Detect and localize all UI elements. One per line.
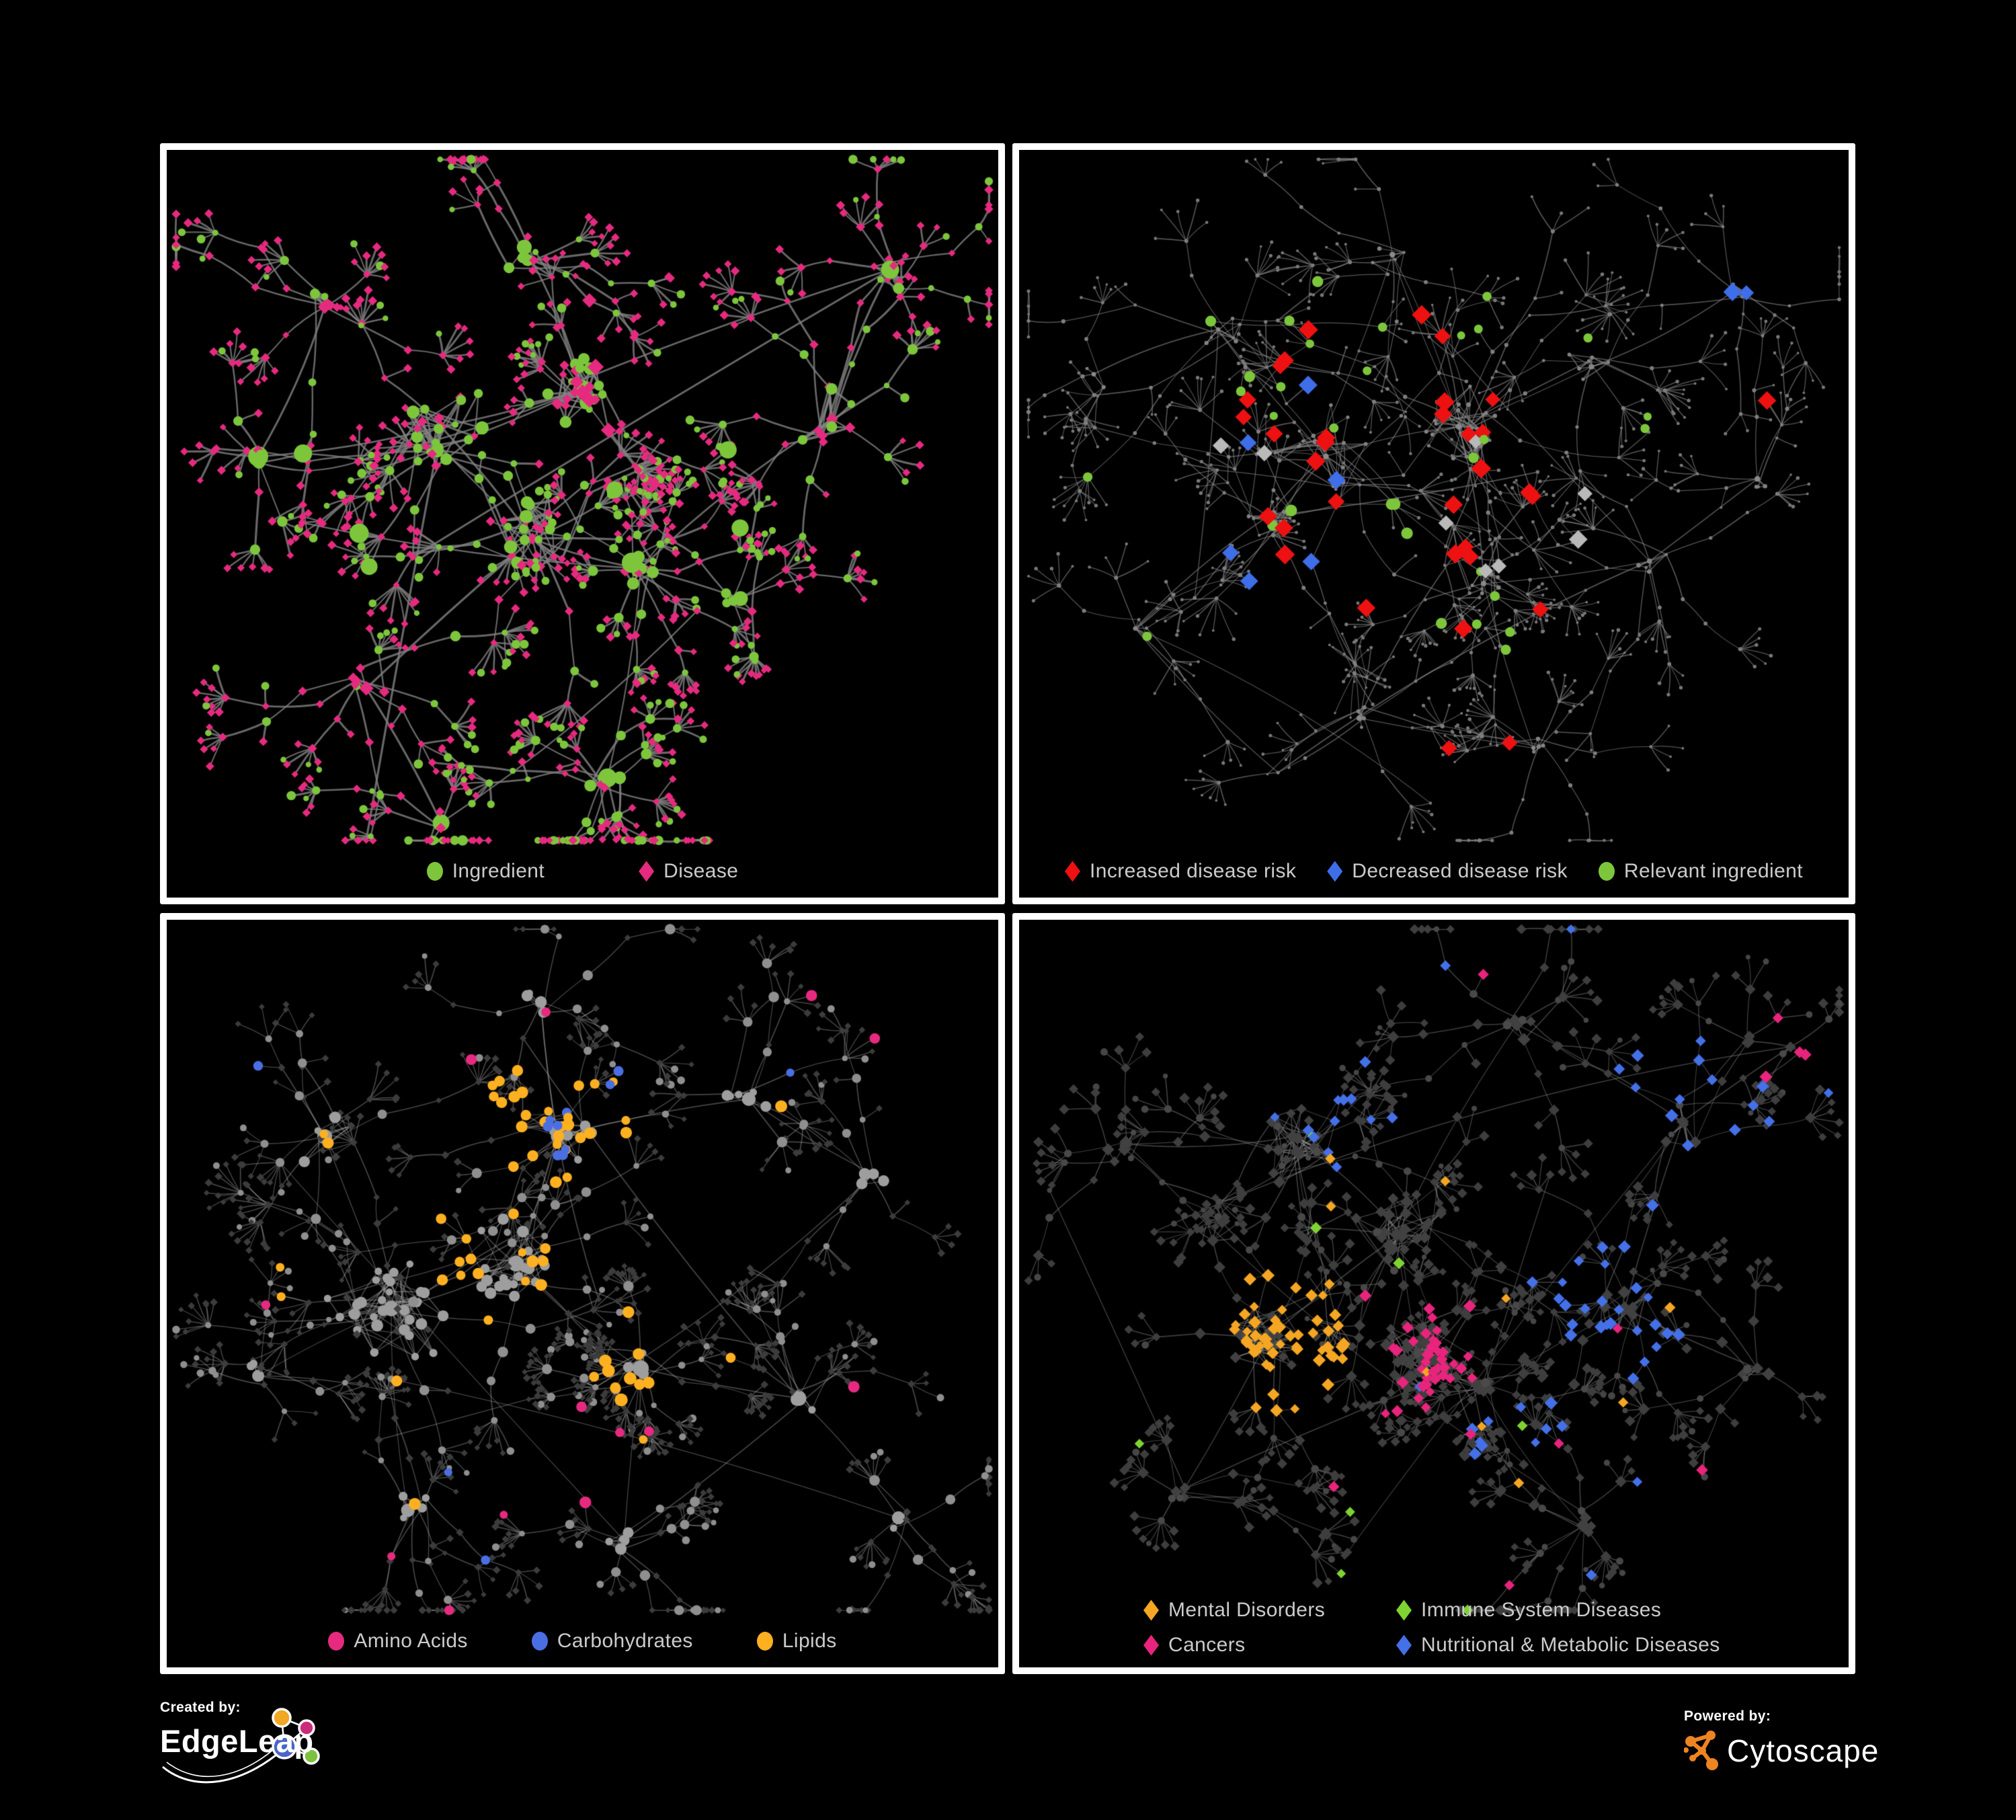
legend-item-immune-system-diseases: Immune System Diseases [1396, 1599, 1720, 1622]
legend-item-nutritional-metabolic-diseases: Nutritional & Metabolic Diseases [1396, 1634, 1720, 1657]
legend-label: Carbohydrates [557, 1630, 693, 1652]
panel-nutrient-classes: Amino Acids Carbohydrates Lipids [160, 913, 1005, 1674]
legend-label: Mental Disorders [1168, 1599, 1326, 1621]
legend-diamond-icon [1143, 1634, 1159, 1656]
legend-label: Disease [663, 860, 739, 882]
legend-diamond-icon [1396, 1599, 1412, 1621]
cytoscape-logo-icon [1684, 1731, 1718, 1770]
cytoscape-brand-text: Cytoscape [1727, 1733, 1880, 1768]
legend-diamond-icon [639, 861, 655, 882]
legend-circle-icon [1598, 862, 1615, 881]
edgeleap-brand-text: EdgeLeap [160, 1723, 314, 1759]
legend-label: Increased disease risk [1090, 860, 1297, 882]
legend-label: Immune System Diseases [1421, 1599, 1662, 1621]
panel-ingredient-disease: Ingredient Disease [160, 143, 1005, 904]
legend-item-ingredient: Ingredient [426, 860, 545, 883]
disease-classes-network-canvas [1019, 920, 1849, 1667]
legend-item-cancers: Cancers [1143, 1634, 1396, 1657]
powered-by-label: Powered by: [1684, 1708, 1771, 1724]
panel-disease-classes: Mental Disorders Immune System Diseases … [1012, 913, 1855, 1674]
legend-label: Nutritional & Metabolic Diseases [1421, 1634, 1720, 1656]
created-by-label: Created by: [160, 1700, 241, 1715]
legend-diamond-icon [1396, 1634, 1412, 1656]
legend-item-carbohydrates: Carbohydrates [531, 1630, 693, 1653]
legend-item-mental-disorders: Mental Disorders [1143, 1599, 1396, 1622]
legend-label: Cancers [1168, 1634, 1246, 1656]
legend-diamond-icon [1143, 1599, 1159, 1621]
created-by-credit: Created by: EdgeLeap [160, 1700, 395, 1807]
legend-disease-risk: Increased disease risk Decreased disease… [1019, 860, 1849, 883]
legend-label: Relevant ingredient [1623, 860, 1803, 882]
legend-label: Ingredient [452, 860, 545, 882]
legend-ingredient-disease: Ingredient Disease [167, 860, 998, 883]
legend-circle-icon [426, 862, 443, 881]
legend-item-disease: Disease [639, 860, 738, 883]
legend-disease-classes: Mental Disorders Immune System Diseases … [1143, 1599, 1720, 1657]
legend-label: Decreased disease risk [1352, 860, 1568, 882]
powered-by-credit: Powered by: Cytoscape [1684, 1708, 1886, 1789]
disease-risk-network-canvas [1019, 150, 1849, 898]
legend-item-lipids: Lipids [756, 1630, 837, 1653]
ingredient-disease-network-canvas [167, 150, 998, 898]
legend-circle-icon [756, 1632, 773, 1651]
legend-item-increased-risk: Increased disease risk [1065, 860, 1296, 883]
legend-nutrient-classes: Amino Acids Carbohydrates Lipids [167, 1630, 998, 1653]
legend-circle-icon [328, 1632, 345, 1651]
legend-circle-icon [531, 1632, 548, 1651]
legend-item-amino-acids: Amino Acids [328, 1630, 467, 1653]
legend-label: Amino Acids [354, 1630, 468, 1652]
legend-diamond-icon [1327, 861, 1343, 882]
legend-label: Lipids [782, 1630, 837, 1652]
legend-diamond-icon [1065, 861, 1080, 882]
legend-item-decreased-risk: Decreased disease risk [1327, 860, 1568, 883]
nutrient-classes-network-canvas [167, 920, 998, 1667]
panel-disease-risk: Increased disease risk Decreased disease… [1012, 143, 1855, 904]
legend-item-relevant-ingredient: Relevant ingredient [1598, 860, 1803, 883]
